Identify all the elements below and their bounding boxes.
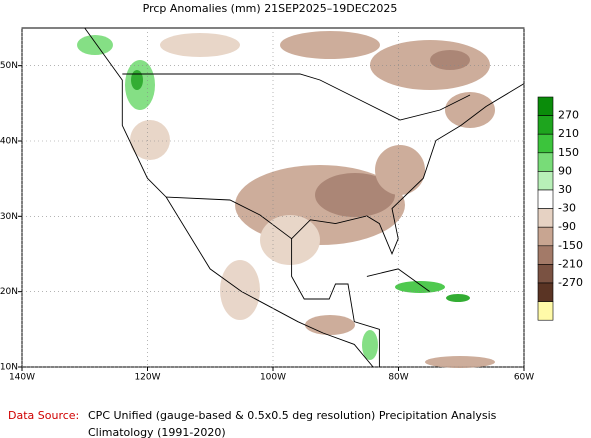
- coastline: [84, 27, 374, 368]
- map: [21, 27, 525, 368]
- x-tick-label: 80W: [388, 373, 408, 383]
- x-tick-label: 120W: [134, 373, 160, 383]
- y-tick-label: 20N: [0, 287, 18, 297]
- border: [166, 196, 292, 240]
- colorbar-box: [537, 189, 554, 209]
- colorbar-box: [537, 282, 554, 302]
- colorbar-label: 270: [558, 109, 579, 122]
- colorbar-label: -150: [558, 239, 583, 252]
- colorbar-box: [537, 171, 554, 191]
- y-tick-label: 40N: [0, 137, 18, 147]
- colorbar-box: [537, 264, 554, 284]
- coastline: [291, 83, 524, 367]
- y-tick-label: 30N: [0, 212, 18, 222]
- source-line: Climatology (1991-2020): [88, 426, 226, 438]
- colorbar-label: -210: [558, 257, 583, 270]
- colorbar: 270 210 150 90 30 -30 -90 -150 -210 -270: [537, 96, 583, 321]
- colorbar-label: 210: [558, 127, 579, 140]
- x-tick-label: 60W: [514, 373, 534, 383]
- colorbar-label: -270: [558, 276, 583, 289]
- source-text: CPC Unified (gauge-based & 0.5x0.5 deg r…: [88, 409, 497, 422]
- colorbar-box: [537, 245, 554, 265]
- x-tick-label: 140W: [9, 373, 35, 383]
- colorbar-box: [537, 226, 554, 247]
- source-label: Data Source:: [8, 409, 79, 422]
- colorbar-label: 30: [558, 183, 572, 196]
- colorbar-box: [537, 208, 554, 228]
- x-tick-label: 100W: [260, 373, 286, 383]
- colorbar-box: [537, 301, 554, 321]
- colorbar-label: -90: [558, 220, 576, 233]
- colorbar-box: [537, 152, 554, 172]
- y-tick-label: 10N: [0, 363, 18, 373]
- colorbar-box: [537, 96, 554, 116]
- colorbar-label: -30: [558, 202, 576, 215]
- border: [122, 73, 471, 121]
- title: Prcp Anomalies (mm) 21SEP2025–19DEC2025: [143, 2, 398, 15]
- y-tick-label: 50N: [0, 61, 18, 71]
- colorbar-label: 150: [558, 146, 579, 159]
- colorbar-box: [537, 133, 554, 154]
- colorbar-box: [537, 115, 554, 135]
- colorbar-label: 90: [558, 164, 572, 177]
- anomaly-shading: [77, 31, 495, 368]
